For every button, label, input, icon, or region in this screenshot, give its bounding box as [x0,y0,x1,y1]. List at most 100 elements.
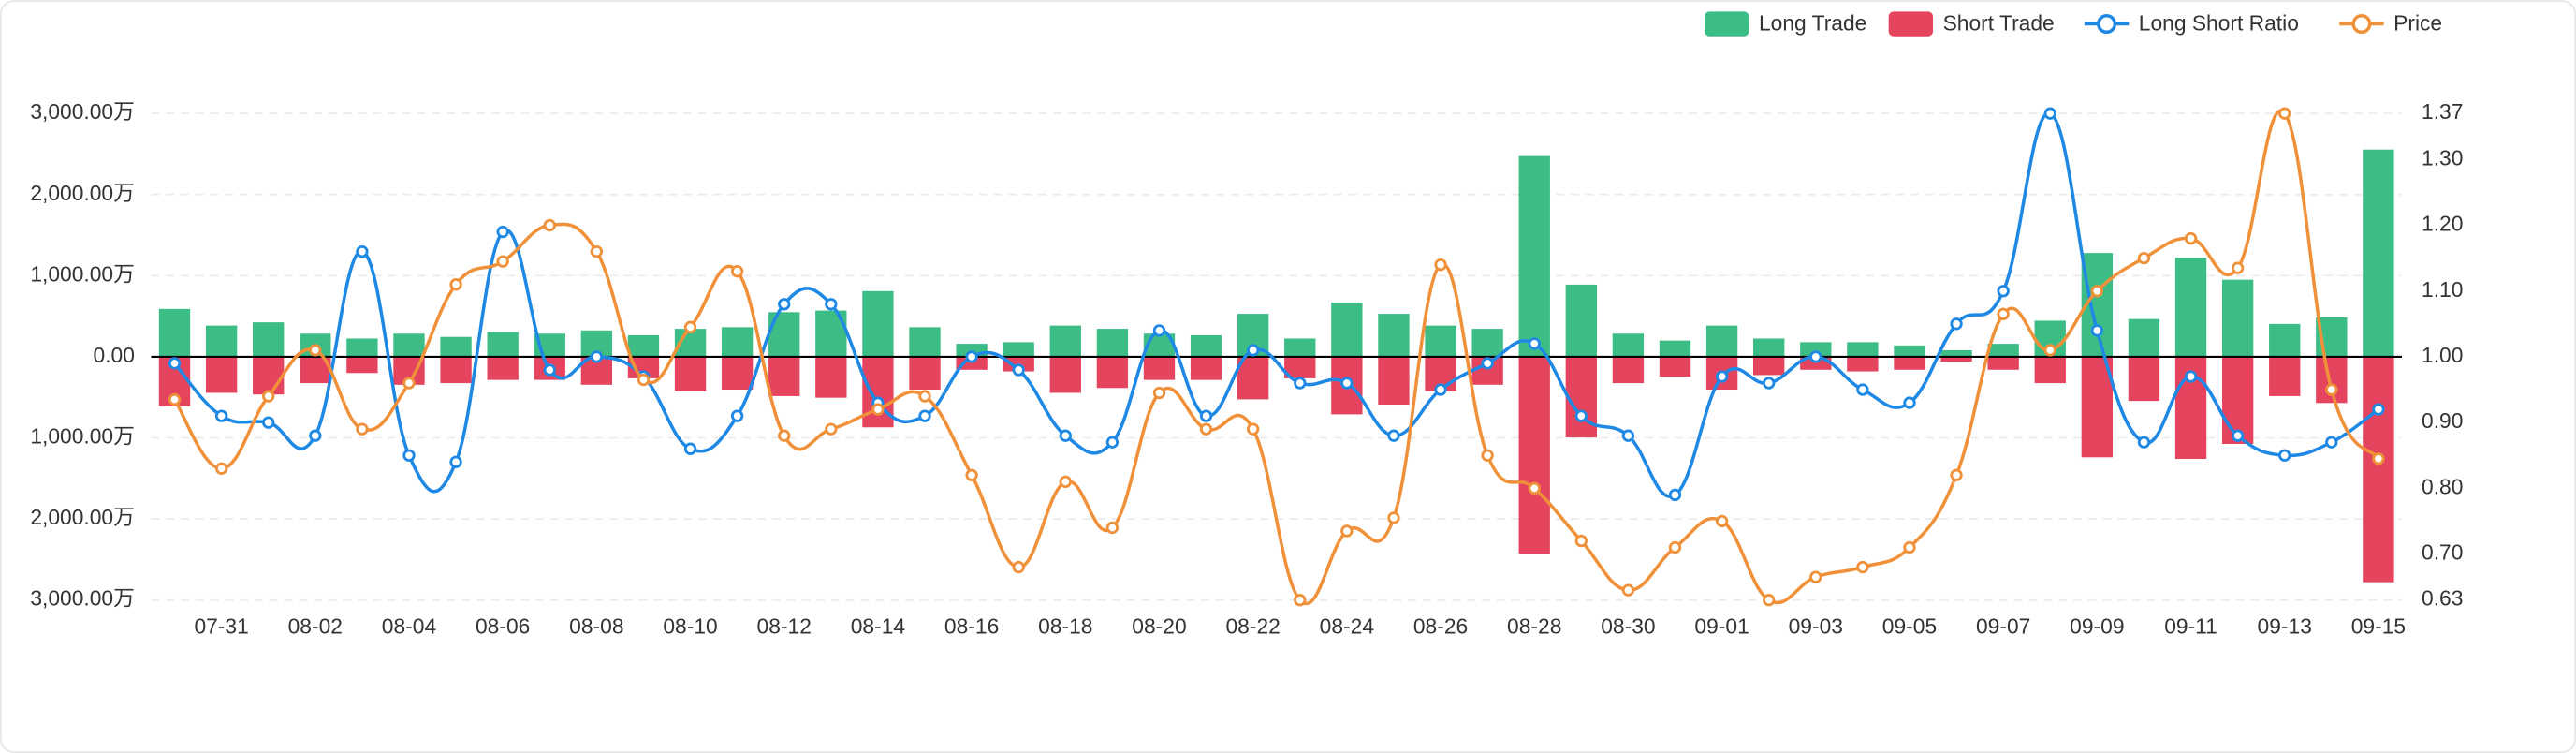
point [1856,560,1869,574]
bar [2221,279,2254,357]
bar [487,356,519,380]
x-tick-label: 09-15 [2351,614,2406,639]
point [1574,409,1588,422]
point [496,255,509,268]
point [1246,344,1260,357]
bar [674,356,707,391]
bar [253,322,285,357]
bar [862,290,894,357]
y-tick-label: 2,000.00万 [30,181,135,205]
point [590,350,604,363]
point [1387,511,1400,524]
bar [1894,345,1925,357]
point [1199,422,1213,436]
point [1481,449,1494,462]
bar [1659,340,1691,357]
point [730,265,744,278]
point [965,350,978,363]
point [1528,337,1541,350]
bar [440,336,472,357]
point [1294,376,1307,390]
legend-swatch [1888,11,1934,37]
x-tick-label: 08-28 [1507,614,1561,639]
bar [1612,333,1645,357]
x-tick-label: 09-07 [1976,614,2030,639]
bar [205,356,238,393]
point [449,455,462,468]
point [871,403,885,416]
bar [1987,344,2019,357]
point [1340,524,1354,538]
point [449,278,462,291]
point [2090,285,2104,298]
bar [1800,342,1832,357]
bar [815,310,847,357]
y-tick-label: 3,000.00万 [30,99,135,124]
y-tick-label: 1,000.00万 [30,261,135,286]
point [1012,560,1025,574]
bar [1659,356,1691,377]
x-tick-label: 08-14 [851,614,906,639]
y2-tick-label: 1.30 [2422,145,2463,170]
point [2090,324,2104,337]
x-tick-label: 08-22 [1226,614,1281,639]
bar [721,327,754,357]
point [356,422,369,436]
bar [2034,356,2066,384]
axes: 3,000.00万 2,000.00万 1,000.00万 0.00 1,000.00万… [30,99,2463,638]
point [1763,594,1776,607]
point [543,363,556,376]
bar [1847,342,1879,357]
bar [253,356,285,395]
line [173,111,2379,498]
point [2137,251,2151,265]
bar [2363,356,2394,583]
bar [2128,318,2160,357]
x-tick-label: 08-02 [288,614,343,639]
bar [768,356,800,396]
y-tick-label: 1,000.00万 [30,424,135,449]
bar [440,356,472,384]
y2-tick-label: 1.10 [2422,277,2463,302]
bar [1237,356,1269,400]
point [1434,258,1447,272]
bar [1190,334,1222,357]
x-tick-label: 09-11 [2164,614,2217,639]
bar [1753,338,1785,357]
bar [1471,329,1503,357]
point [1763,376,1776,390]
point [2184,231,2198,245]
point [1387,429,1400,442]
y2-tick-label: 1.20 [2422,212,2463,236]
point [1340,376,1354,390]
x-tick-label: 08-20 [1132,614,1186,639]
bar [1425,325,1456,357]
bar [1003,342,1034,357]
point [356,244,369,258]
bar [1049,356,1081,393]
bar [1894,356,1925,370]
bar [1331,302,1363,357]
point [1621,583,1635,597]
bar [1378,314,1410,357]
point [965,468,978,481]
bar [2128,356,2160,402]
bar [1518,155,1550,357]
bar [1518,356,1550,554]
point [2325,436,2338,449]
x-tick-label: 09-05 [1882,614,1937,639]
point [1105,521,1120,535]
point [2372,403,2385,416]
x-tick-label: 08-18 [1038,614,1092,639]
point [778,429,791,442]
point [1105,436,1120,449]
point [168,357,182,370]
bar [1284,356,1316,378]
point [1152,324,1166,337]
point [730,409,744,422]
x-tick-label: 09-09 [2070,614,2124,639]
point [309,429,322,442]
point [1481,357,1494,370]
point [262,390,275,403]
x-tick-label: 09-03 [1789,614,1843,639]
